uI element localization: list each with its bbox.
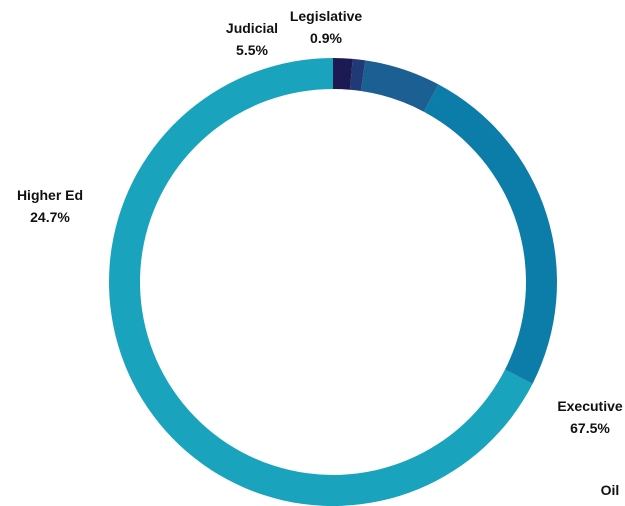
slice-label-higher-ed: Higher Ed xyxy=(17,187,83,203)
slice-label-judicial: Judicial xyxy=(226,20,278,36)
slice-value-higher-ed: 24.7% xyxy=(30,209,70,225)
slice-value-legislative: 0.9% xyxy=(310,30,342,46)
slice-label-oil: Oil xyxy=(601,482,620,498)
slice-value-executive: 67.5% xyxy=(570,420,610,436)
slice-higher-ed xyxy=(423,84,557,384)
slice-label-legislative: Legislative xyxy=(290,8,363,24)
slice-other xyxy=(333,58,353,90)
donut-slices xyxy=(109,58,557,506)
slice-value-judicial: 5.5% xyxy=(236,42,268,58)
slice-judicial xyxy=(360,60,439,112)
slice-legislative xyxy=(349,58,366,92)
slice-label-executive: Executive xyxy=(557,398,623,414)
